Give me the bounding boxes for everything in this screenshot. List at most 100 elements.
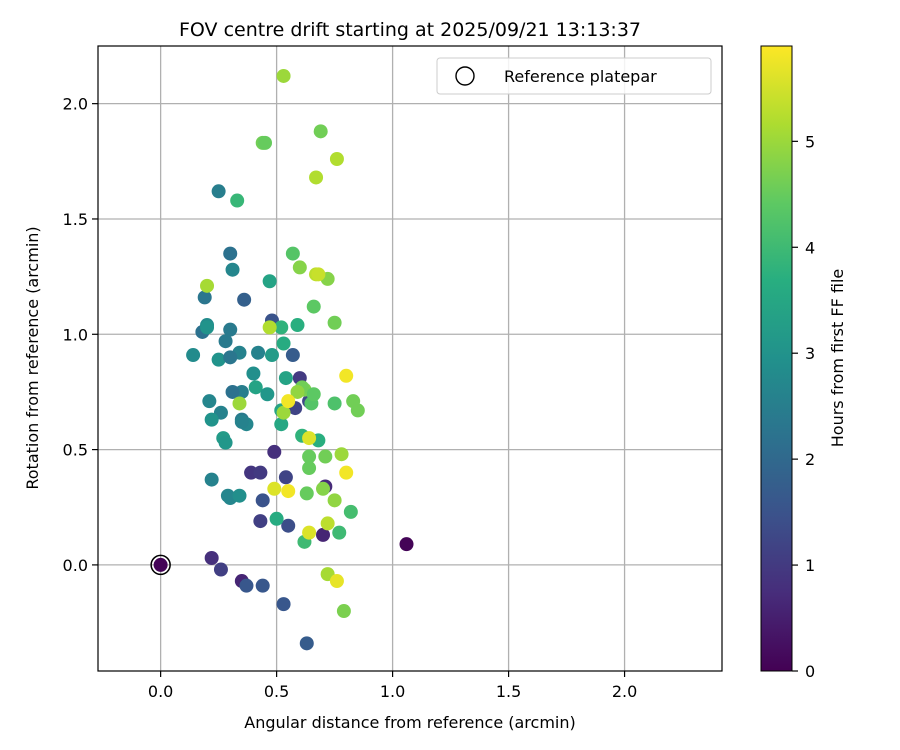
data-point (292, 260, 307, 275)
x-tick-label: 2.0 (612, 682, 637, 701)
data-point (302, 525, 317, 540)
data-point (213, 562, 228, 577)
legend-label-reference: Reference platepar (504, 67, 657, 86)
data-point (281, 518, 296, 533)
y-tick-label: 2.0 (63, 95, 88, 114)
data-point (290, 384, 305, 399)
data-point (332, 525, 347, 540)
data-point (290, 318, 305, 333)
data-point (339, 465, 354, 480)
data-point (316, 527, 331, 542)
data-point (285, 246, 300, 261)
data-point (225, 384, 240, 399)
data-point (302, 449, 317, 464)
data-point (346, 394, 361, 409)
data-point (253, 514, 268, 529)
x-axis-label: Angular distance from reference (arcmin) (244, 713, 575, 732)
chart-title: FOV centre drift starting at 2025/09/21 … (179, 19, 641, 41)
colorbar (760, 45, 793, 672)
y-tick-label: 0.0 (63, 556, 88, 575)
data-point (202, 394, 217, 409)
data-point (276, 336, 291, 351)
x-tick-label: 1.5 (496, 682, 521, 701)
data-point (318, 449, 333, 464)
colorbar-ticks: 0 1 2 3 4 5 (792, 132, 815, 681)
data-point (223, 246, 238, 261)
data-point (253, 465, 268, 480)
data-point (299, 486, 314, 501)
data-point (309, 170, 324, 185)
data-point (197, 290, 212, 305)
data-point (306, 299, 321, 314)
data-point (334, 447, 349, 462)
data-point (239, 578, 254, 593)
data-point (336, 604, 351, 619)
data-point (320, 516, 335, 531)
data-point (211, 352, 226, 367)
x-tick-label: 0.5 (264, 682, 289, 701)
data-point (274, 417, 289, 432)
x-tick-label: 0.0 (148, 682, 173, 701)
data-point (232, 488, 247, 503)
y-tick-label: 1.0 (63, 325, 88, 344)
data-point (220, 488, 235, 503)
data-point (225, 262, 240, 277)
data-point (399, 537, 414, 552)
data-point (200, 320, 215, 335)
data-point (299, 636, 314, 651)
data-point (267, 481, 282, 496)
data-point (302, 461, 317, 476)
data-point (316, 481, 331, 496)
plot-frame (97, 45, 723, 672)
data-point (281, 394, 296, 409)
data-point (327, 315, 342, 330)
data-point (204, 412, 219, 427)
y-tick-label: 1.5 (63, 210, 88, 229)
data-point (211, 184, 226, 199)
data-point (276, 405, 291, 420)
data-point (327, 493, 342, 508)
data-point (204, 472, 219, 487)
scatter-points (150, 68, 414, 651)
legend: Reference platepar (436, 57, 712, 95)
data-point (274, 320, 289, 335)
data-point (276, 68, 291, 83)
data-point (262, 320, 277, 335)
data-point (306, 387, 321, 402)
data-point (237, 292, 252, 307)
data-point (251, 345, 266, 360)
data-point (339, 368, 354, 383)
y-axis-ticks: 0.0 0.5 1.0 1.5 2.0 (63, 95, 98, 575)
colorbar-tick-label: 3 (805, 344, 815, 363)
data-point (278, 470, 293, 485)
data-point (246, 366, 261, 381)
y-tick-label: 0.5 (63, 441, 88, 460)
data-point (276, 597, 291, 612)
data-point (258, 135, 273, 150)
data-point (153, 557, 168, 572)
data-point (230, 193, 245, 208)
colorbar-tick-label: 5 (805, 132, 815, 151)
colorbar-tick-label: 4 (805, 238, 815, 257)
x-tick-label: 1.0 (380, 682, 405, 701)
data-point (204, 550, 219, 565)
data-point (302, 431, 317, 446)
data-point (264, 348, 279, 363)
data-point (327, 396, 342, 411)
colorbar-tick-label: 0 (805, 662, 815, 681)
data-point (329, 152, 344, 167)
data-point (269, 511, 284, 526)
data-point (285, 348, 300, 363)
data-point (248, 380, 263, 395)
data-point (313, 124, 328, 139)
data-point (200, 278, 215, 293)
data-point (278, 371, 293, 386)
data-point (311, 267, 326, 282)
data-point (329, 574, 344, 589)
data-point (186, 348, 201, 363)
data-point (218, 435, 233, 450)
y-axis-label: Rotation from reference (arcmin) (23, 226, 42, 489)
colorbar-label: Hours from first FF file (828, 269, 847, 448)
data-point (218, 334, 233, 349)
data-point (232, 396, 247, 411)
